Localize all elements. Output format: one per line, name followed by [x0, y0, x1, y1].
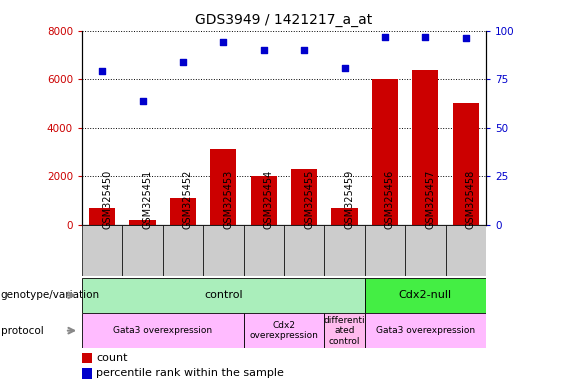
FancyBboxPatch shape	[244, 225, 284, 276]
Text: GSM325458: GSM325458	[466, 170, 476, 229]
Bar	[412, 70, 438, 225]
Bar	[82, 353, 92, 363]
FancyBboxPatch shape	[365, 225, 405, 276]
Point	[461, 35, 470, 41]
FancyBboxPatch shape	[446, 225, 486, 276]
Text: differenti
ated
control: differenti ated control	[324, 316, 366, 346]
Bar	[129, 220, 155, 225]
Bar	[372, 79, 398, 225]
FancyBboxPatch shape	[405, 225, 446, 276]
Text: GSM325457: GSM325457	[425, 169, 435, 229]
Bar	[251, 176, 277, 225]
Point	[138, 98, 147, 104]
Text: Cdx2-null: Cdx2-null	[399, 290, 452, 300]
FancyBboxPatch shape	[163, 225, 203, 276]
Point	[299, 47, 308, 53]
FancyBboxPatch shape	[244, 313, 324, 348]
Point	[340, 65, 349, 71]
Text: protocol: protocol	[1, 326, 44, 336]
Point	[380, 33, 389, 40]
Point	[179, 59, 188, 65]
Text: GSM325456: GSM325456	[385, 170, 395, 229]
Bar	[210, 149, 236, 225]
FancyBboxPatch shape	[324, 225, 365, 276]
FancyBboxPatch shape	[324, 313, 365, 348]
Bar	[453, 103, 479, 225]
Text: GSM325453: GSM325453	[223, 170, 233, 229]
Bar	[291, 169, 317, 225]
Bar	[89, 208, 115, 225]
Point	[98, 68, 107, 74]
FancyBboxPatch shape	[365, 278, 486, 313]
FancyBboxPatch shape	[82, 225, 122, 276]
Text: GSM325452: GSM325452	[183, 169, 193, 229]
Text: count: count	[96, 353, 128, 363]
Bar	[170, 198, 196, 225]
Title: GDS3949 / 1421217_a_at: GDS3949 / 1421217_a_at	[195, 13, 372, 27]
Text: percentile rank within the sample: percentile rank within the sample	[96, 368, 284, 378]
FancyBboxPatch shape	[82, 313, 244, 348]
Text: control: control	[204, 290, 242, 300]
FancyBboxPatch shape	[203, 225, 244, 276]
Text: Cdx2
overexpression: Cdx2 overexpression	[250, 321, 318, 340]
Text: GSM325450: GSM325450	[102, 170, 112, 229]
Text: GSM325455: GSM325455	[304, 169, 314, 229]
Text: GSM325454: GSM325454	[264, 170, 273, 229]
Point	[259, 47, 268, 53]
FancyBboxPatch shape	[365, 313, 486, 348]
FancyBboxPatch shape	[82, 278, 365, 313]
FancyBboxPatch shape	[284, 225, 324, 276]
Bar	[332, 208, 358, 225]
Text: Gata3 overexpression: Gata3 overexpression	[376, 326, 475, 335]
Point	[421, 33, 430, 40]
Bar	[82, 368, 92, 379]
Text: GSM325459: GSM325459	[345, 170, 354, 229]
Text: Gata3 overexpression: Gata3 overexpression	[113, 326, 212, 335]
FancyBboxPatch shape	[122, 225, 163, 276]
Text: GSM325451: GSM325451	[142, 170, 153, 229]
Point	[219, 39, 228, 45]
Text: genotype/variation: genotype/variation	[1, 290, 99, 300]
